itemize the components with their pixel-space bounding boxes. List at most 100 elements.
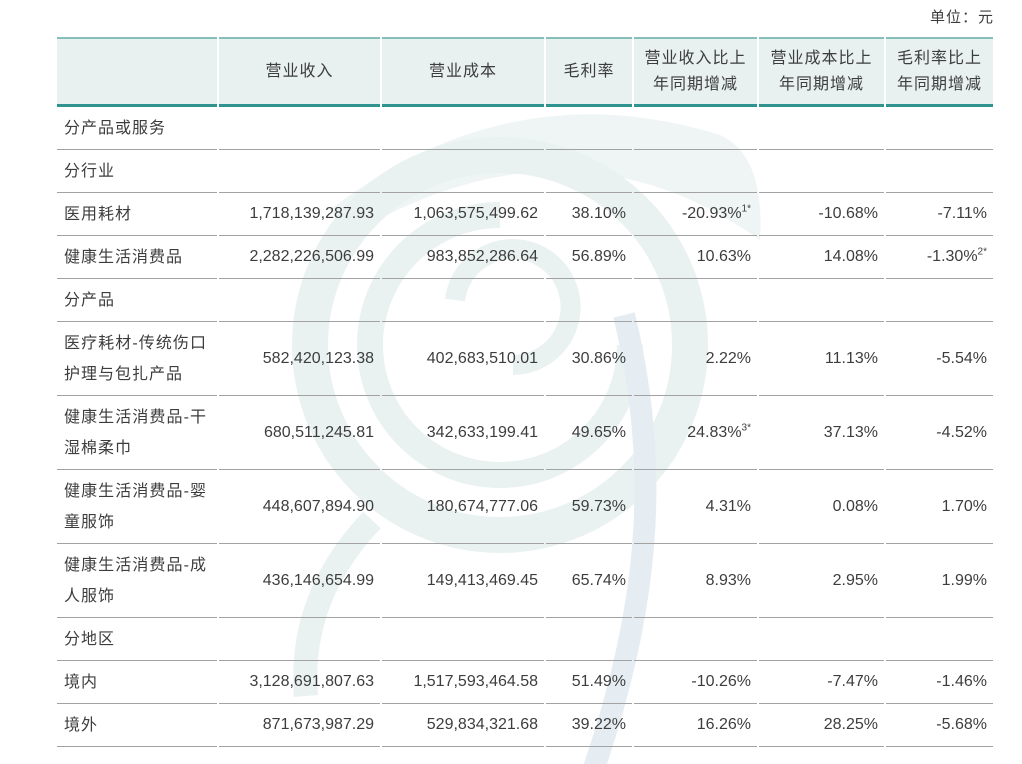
- header-revenue-yoy: 营业收入比上年同期增减: [634, 37, 757, 107]
- margin-yoy-cell: -1.46%: [886, 661, 993, 704]
- cell-value: 14.08%: [823, 248, 878, 265]
- cell-value: 59.73%: [571, 497, 626, 515]
- cell-value: -5.54%: [936, 349, 987, 367]
- table-row: 医用耗材 1,718,139,287.93 1,063,575,499.62 3…: [57, 193, 993, 236]
- margin-cell: 49.65%: [546, 396, 632, 470]
- cell-value: 402,683,510.01: [426, 349, 538, 367]
- margin-yoy-cell: 1.70%: [886, 470, 993, 544]
- margin-cell: [546, 107, 632, 150]
- revenue-cell: [219, 150, 380, 193]
- cost-cell: [382, 150, 544, 193]
- cell-value: 1,063,575,499.62: [413, 205, 538, 222]
- cell-value: 582,420,123.38: [262, 349, 374, 367]
- margin-cell: 30.86%: [546, 322, 632, 396]
- section-row: 分行业: [57, 150, 993, 193]
- cell-value: 448,607,894.90: [262, 497, 374, 515]
- row-label-cell: 分产品: [57, 279, 217, 322]
- cell-value: 0.08%: [832, 497, 878, 515]
- revenue-cell: [219, 279, 380, 322]
- cost-yoy-cell: 28.25%: [759, 704, 884, 747]
- table-row: 健康生活消费品 2,282,226,506.99 983,852,286.64 …: [57, 236, 993, 279]
- cell-value: 8.93%: [705, 571, 751, 589]
- cell-value: 1.99%: [941, 571, 987, 589]
- margin-cell: 51.49%: [546, 661, 632, 704]
- cell-value: 983,852,286.64: [426, 248, 538, 265]
- cell-value: -10.68%: [818, 205, 878, 222]
- row-label-cell: 境内: [57, 661, 217, 704]
- cell-value: 1,718,139,287.93: [249, 205, 374, 222]
- cell-value: -7.11%: [937, 205, 987, 222]
- footnote-sup: 3*: [741, 422, 751, 434]
- cost-yoy-cell: 0.08%: [759, 470, 884, 544]
- footnote-sup: 2*: [977, 246, 987, 258]
- cost-cell: 1,517,593,464.58: [382, 661, 544, 704]
- cost-cell: [382, 279, 544, 322]
- row-label: 医用耗材: [64, 205, 133, 223]
- table-row: 健康生活消费品-干湿棉柔巾 680,511,245.81 342,633,199…: [57, 396, 993, 470]
- cost-cell: 983,852,286.64: [382, 236, 544, 279]
- cell-value: 529,834,321.68: [426, 716, 538, 733]
- revenue-yoy-cell: 8.93%: [634, 544, 757, 618]
- section-row: 分产品或服务: [57, 107, 993, 150]
- cell-value: -7.47%: [827, 673, 878, 690]
- cell-value: 436,146,654.99: [262, 571, 374, 589]
- row-label: 健康生活消费品-成人服饰: [64, 556, 207, 605]
- cell-value: 30.86%: [571, 349, 626, 367]
- margin-cell: 65.74%: [546, 544, 632, 618]
- revenue-yoy-cell: 2.22%: [634, 322, 757, 396]
- cell-value: 10.63%: [696, 248, 751, 265]
- cell-value: 24.83%: [687, 423, 742, 441]
- row-label: 分产品或服务: [64, 119, 167, 137]
- revenue-cell: [219, 107, 380, 150]
- revenue-yoy-cell: [634, 279, 757, 322]
- cell-value: 2.95%: [832, 571, 878, 589]
- cost-cell: 342,633,199.41: [382, 396, 544, 470]
- revenue-yoy-cell: [634, 618, 757, 661]
- row-label-cell: 健康生活消费品-干湿棉柔巾: [57, 396, 217, 470]
- cost-cell: [382, 107, 544, 150]
- cost-cell: 529,834,321.68: [382, 704, 544, 747]
- cost-yoy-cell: [759, 618, 884, 661]
- header-margin-yoy: 毛利率比上年同期增减: [886, 37, 993, 107]
- cell-value: 4.31%: [705, 497, 751, 515]
- unit-label: 单位：元: [929, 9, 994, 26]
- cost-cell: 149,413,469.45: [382, 544, 544, 618]
- margin-cell: 39.22%: [546, 704, 632, 747]
- margin-cell: [546, 279, 632, 322]
- revenue-cell: 871,673,987.29: [219, 704, 380, 747]
- cost-yoy-cell: [759, 279, 884, 322]
- cell-value: 180,674,777.06: [426, 497, 538, 515]
- cell-value: 342,633,199.41: [426, 423, 538, 441]
- cost-yoy-cell: 11.13%: [759, 322, 884, 396]
- table-row: 医疗耗材-传统伤口护理与包扎产品 582,420,123.38 402,683,…: [57, 322, 993, 396]
- row-label: 分行业: [64, 162, 116, 180]
- cell-value: 11.13%: [824, 349, 878, 367]
- cell-value: 38.10%: [571, 205, 626, 222]
- footnote-sup: 1*: [741, 203, 751, 215]
- cell-value: -1.46%: [936, 673, 987, 690]
- cell-value: -10.26%: [691, 673, 751, 690]
- cell-value: 1,517,593,464.58: [413, 673, 538, 690]
- table-row: 健康生活消费品-婴童服饰 448,607,894.90 180,674,777.…: [57, 470, 993, 544]
- margin-cell: 56.89%: [546, 236, 632, 279]
- row-label-cell: 境外: [57, 704, 217, 747]
- margin-yoy-cell: [886, 150, 993, 193]
- row-label: 境外: [64, 716, 99, 734]
- row-label-cell: 健康生活消费品-成人服饰: [57, 544, 217, 618]
- table-row: 境外 871,673,987.29 529,834,321.68 39.22% …: [57, 704, 993, 747]
- cell-value: -20.93%: [681, 205, 742, 222]
- margin-cell: 59.73%: [546, 470, 632, 544]
- row-label: 健康生活消费品: [64, 248, 184, 266]
- revenue-cell: 680,511,245.81: [219, 396, 380, 470]
- revenue-yoy-cell: 24.83%3*: [634, 396, 757, 470]
- cell-value: 28.25%: [823, 716, 878, 733]
- row-label-cell: 分地区: [57, 618, 217, 661]
- cost-yoy-cell: [759, 107, 884, 150]
- cell-value: -5.68%: [936, 716, 987, 733]
- cell-value: -4.52%: [936, 423, 987, 441]
- cell-value: 149,413,469.45: [426, 571, 538, 589]
- revenue-yoy-cell: 4.31%: [634, 470, 757, 544]
- margin-yoy-cell: -5.54%: [886, 322, 993, 396]
- revenue-yoy-cell: 16.26%: [634, 704, 757, 747]
- segment-financials-table: 营业收入 营业成本 毛利率 营业收入比上年同期增减 营业成本比上年同期增减 毛利…: [55, 37, 995, 747]
